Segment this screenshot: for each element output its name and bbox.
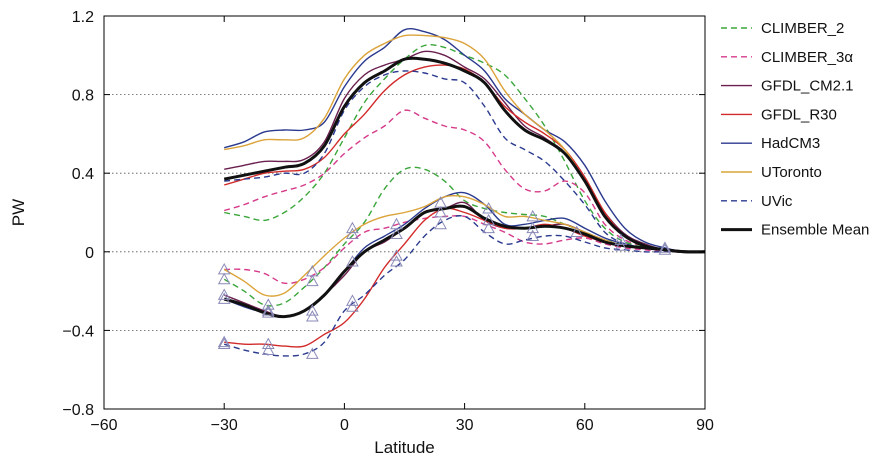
series-line-ensemble-mean-upper <box>223 56 706 254</box>
y-tick-label: 1.2 <box>72 9 94 26</box>
triangle-marker <box>526 209 540 222</box>
x-tick-label: −60 <box>90 417 117 434</box>
triangle-marker <box>482 202 495 214</box>
triangle-marker <box>614 239 628 251</box>
triangle-marker <box>217 272 231 285</box>
triangle-marker <box>261 298 275 310</box>
triangle-marker <box>526 221 540 234</box>
series-line-hadcm3-lower <box>223 191 706 318</box>
series-line-ensemble-mean-lower <box>223 204 706 319</box>
legend-label-gfdl-cm2-1: GFDL_CM2.1 <box>761 78 854 95</box>
triangle-marker <box>434 217 447 230</box>
triangle-marker <box>261 304 275 316</box>
series-line-gfdl-cm2-1-upper <box>224 50 706 253</box>
triangle-marker <box>346 300 359 312</box>
triangle-marker <box>526 229 540 241</box>
legend-label-gfdl-r30: GFDL_R30 <box>761 106 837 123</box>
series-line-uvic-lower <box>224 215 705 357</box>
y-tick-label: −0.4 <box>62 323 94 340</box>
triangle-marker <box>217 335 231 348</box>
triangle-marker <box>346 294 359 306</box>
series-line-climber-3-upper <box>224 109 706 253</box>
x-tick-label: 60 <box>576 417 594 434</box>
triangle-marker <box>482 213 495 226</box>
series-line-gfdl-r30-upper <box>223 64 706 253</box>
triangle-marker <box>217 337 231 350</box>
triangle-marker <box>658 243 672 255</box>
x-tick-label: −30 <box>211 417 238 434</box>
triangle-marker <box>217 292 231 304</box>
triangle-marker <box>261 306 275 318</box>
plot-frame <box>103 15 706 410</box>
legend-label-hadcm3: HadCM3 <box>761 135 820 152</box>
series-line-gfdl-cm2-1-lower <box>223 201 706 318</box>
triangle-marker <box>390 255 403 267</box>
triangle-marker <box>658 241 672 253</box>
triangle-marker <box>614 233 628 245</box>
series-line-gfdl-r30-lower <box>224 207 706 348</box>
triangle-marker <box>482 221 495 234</box>
legend: CLIMBER_2 CLIMBER_3α GFDL_CM2.1 GFDL_R30 Had… <box>721 20 869 239</box>
y-tick-label: −0.8 <box>62 402 94 419</box>
x-tick-label: 90 <box>696 417 714 434</box>
legend-label-climber-3: CLIMBER_3α <box>761 49 853 66</box>
triangle-marker <box>217 288 231 300</box>
series-line-climber-2-lower <box>223 166 706 307</box>
series-line-uvic-upper <box>224 70 706 253</box>
triangle-marker <box>434 205 447 218</box>
x-tick-label: 30 <box>456 417 474 434</box>
y-tick-label: 0.8 <box>72 88 94 105</box>
x-tick-label: 0 <box>340 417 349 434</box>
triangle-marker <box>305 347 319 359</box>
series-line-climber-2-upper <box>224 44 706 253</box>
triangle-marker <box>390 227 403 240</box>
triangle-marker <box>390 249 403 261</box>
legend-label-utoronto: UToronto <box>761 164 822 181</box>
y-axis-title: PW <box>9 199 28 226</box>
triangle-marker <box>346 227 359 240</box>
triangle-marker <box>346 255 359 267</box>
triangle-marker <box>305 274 319 287</box>
axes: −60 −30 0 30 60 90 −0.8 −0.4 0 0.4 0.8 1.2 <box>62 9 714 434</box>
triangle-marker <box>305 304 319 316</box>
triangle-marker <box>261 337 275 350</box>
legend-label-ensemble-mean: Ensemble Mean <box>761 222 869 239</box>
grid-lines <box>104 94 705 331</box>
y-tick-label: 0 <box>85 245 94 262</box>
y-tick-label: 0.4 <box>72 166 94 183</box>
triangle-marker <box>261 343 275 355</box>
series-line-climber-3-lower <box>224 215 705 285</box>
legend-label-uvic: UVic <box>761 193 793 210</box>
triangle-marker <box>346 221 359 234</box>
triangle-marker <box>570 225 584 238</box>
series-line-hadcm3-upper <box>223 28 706 253</box>
x-axis-title: Latitude <box>374 438 435 457</box>
triangle-marker <box>305 310 319 322</box>
plot-area <box>217 28 706 359</box>
legend-label-climber-2: CLIMBER_2 <box>761 20 844 37</box>
